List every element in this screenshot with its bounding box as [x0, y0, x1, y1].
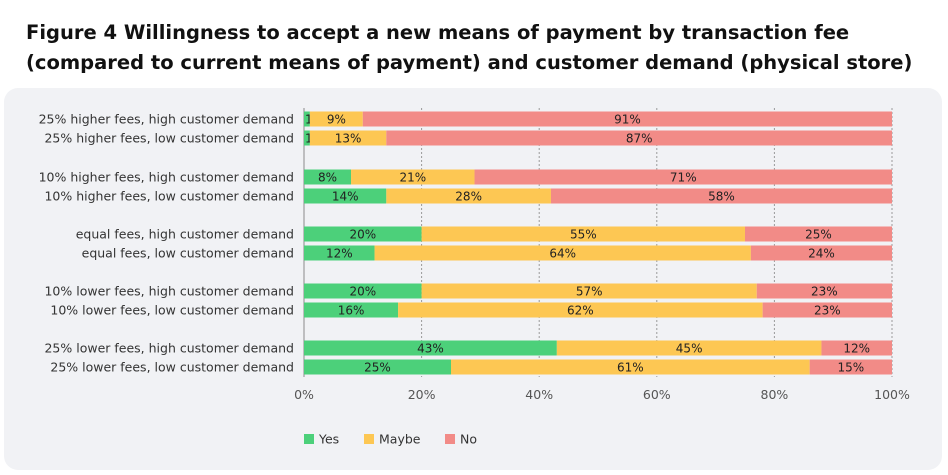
legend-swatch-no — [445, 434, 455, 444]
bar-segment-no — [362, 111, 892, 127]
legend-swatch-maybe — [364, 434, 374, 444]
data-label: 23% — [811, 285, 838, 299]
bar-segment-no — [386, 130, 892, 146]
bar-segment-no — [745, 226, 892, 242]
data-label: 58% — [708, 190, 735, 204]
bar-segment-yes — [304, 188, 387, 204]
bar-segment-no — [821, 340, 892, 356]
category-label: 25% lower fees, low customer demand — [50, 360, 294, 375]
data-label: 21% — [399, 171, 426, 185]
bar-segment-yes — [304, 359, 451, 375]
bar-segment-yes — [304, 283, 422, 299]
category-label: 25% higher fees, low customer demand — [44, 131, 294, 146]
bar-segment-yes — [304, 340, 557, 356]
data-label: 14% — [332, 190, 359, 204]
x-tick-label: 40% — [525, 387, 553, 402]
data-label: 25% — [805, 228, 832, 242]
category-label: 10% lower fees, low customer demand — [50, 303, 294, 318]
legend-swatch-yes — [304, 434, 314, 444]
data-label: 12% — [843, 342, 870, 356]
data-label: 57% — [576, 285, 603, 299]
data-label: 15% — [838, 361, 865, 375]
data-label: 87% — [626, 132, 653, 146]
x-tick-label: 60% — [643, 387, 671, 402]
category-label: 10% lower fees, high customer demand — [44, 284, 294, 299]
bar-segment-maybe — [421, 283, 757, 299]
x-tick-label: 0% — [294, 387, 314, 402]
x-tick-labels: 0% 20% 40% 60% 80% 100% — [294, 387, 910, 402]
data-label: 12% — [326, 247, 353, 261]
data-label: 91% — [614, 113, 641, 127]
data-label: 43% — [417, 342, 444, 356]
bar-segment-no — [550, 188, 892, 204]
category-label: 25% lower fees, high customer demand — [44, 341, 294, 356]
bar-segment-maybe — [309, 130, 387, 146]
data-label: 9% — [327, 113, 346, 127]
bar-segment-yes — [304, 130, 310, 146]
bar-segment-yes — [304, 226, 422, 242]
bar-segment-no — [762, 302, 892, 318]
data-label: 8% — [318, 171, 337, 185]
x-tick-label: 20% — [408, 387, 436, 402]
grid-lines — [303, 108, 893, 377]
data-label: 61% — [617, 361, 644, 375]
bar-segment-maybe — [398, 302, 763, 318]
data-label: 62% — [567, 304, 594, 318]
bar-segment-yes — [304, 169, 352, 185]
category-label: 10% higher fees, high customer demand — [39, 170, 294, 185]
data-label: 55% — [570, 228, 597, 242]
bar-segment-yes — [304, 245, 375, 261]
bar-segment-maybe — [309, 111, 363, 127]
bar-segment-yes — [304, 111, 310, 127]
data-label: 24% — [808, 247, 835, 261]
legend: Yes Maybe No — [304, 432, 477, 447]
bar-segment-yes — [304, 302, 399, 318]
bar-segment-maybe — [351, 169, 475, 185]
data-label: 23% — [814, 304, 841, 318]
bars: 1%9%91%1%13%87%8%21%71%14%28%58%20%55%25… — [304, 111, 892, 375]
category-label: 25% higher fees, high customer demand — [39, 112, 294, 127]
bar-segment-maybe — [556, 340, 822, 356]
data-label: 45% — [676, 342, 703, 356]
legend-label: Maybe — [379, 432, 421, 447]
data-label: 20% — [349, 285, 376, 299]
data-label: 71% — [670, 171, 697, 185]
x-tick-label: 100% — [874, 387, 910, 402]
bar-segment-maybe — [386, 188, 551, 204]
data-label: 28% — [455, 190, 482, 204]
category-label: equal fees, low customer demand — [82, 246, 294, 261]
category-labels: 25% higher fees, high customer demand 25%… — [39, 112, 294, 375]
data-label: 16% — [338, 304, 365, 318]
x-tick-label: 80% — [761, 387, 789, 402]
bar-segment-no — [474, 169, 892, 185]
legend-label: No — [460, 432, 477, 447]
data-label: 25% — [364, 361, 391, 375]
category-label: equal fees, high customer demand — [76, 227, 294, 242]
bar-segment-no — [756, 283, 892, 299]
chart-panel — [4, 88, 942, 470]
data-label: 13% — [335, 132, 362, 146]
data-label: 64% — [549, 247, 576, 261]
category-label: 10% higher fees, low customer demand — [44, 189, 294, 204]
legend-label: Yes — [318, 432, 339, 447]
bar-segment-maybe — [374, 245, 751, 261]
bar-segment-maybe — [421, 226, 745, 242]
bar-segment-maybe — [451, 359, 810, 375]
bar-segment-no — [750, 245, 892, 261]
bar-segment-no — [809, 359, 892, 375]
data-label: 20% — [349, 228, 376, 242]
chart-title: Figure 4 Willingness to accept a new mea… — [26, 21, 913, 74]
